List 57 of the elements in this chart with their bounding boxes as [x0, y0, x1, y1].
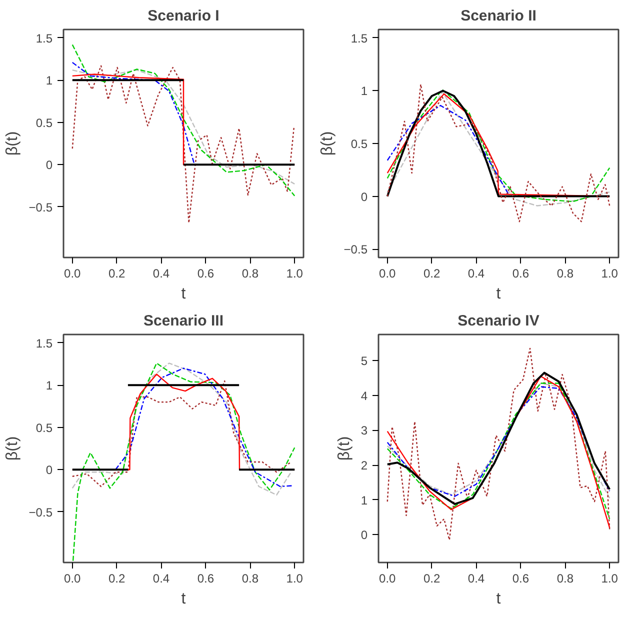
- x-tick-label: 0.4: [152, 266, 170, 280]
- x-tick-label: 0.8: [242, 266, 259, 280]
- y-tick-label: 0.5: [350, 137, 368, 151]
- x-tick-label: 0.4: [468, 266, 485, 280]
- x-tick-label: 0.0: [64, 266, 82, 280]
- chart-title: Scenario IV: [458, 312, 540, 330]
- x-tick-label: 0.2: [108, 572, 126, 586]
- y-tick-label: 2: [360, 458, 368, 473]
- x-axis-title: t: [496, 590, 502, 608]
- chart-title: Scenario I: [148, 8, 220, 24]
- y-tick-label: 1: [360, 493, 368, 508]
- y-tick-label: 0: [46, 463, 53, 478]
- y-tick-label: 1.5: [36, 31, 53, 46]
- x-tick-label: 0.2: [423, 266, 440, 280]
- x-tick-label: 1.0: [286, 572, 304, 586]
- x-axis-title: t: [181, 590, 186, 608]
- y-tick-label: 0: [46, 158, 53, 172]
- x-tick-label: 0.0: [379, 572, 396, 586]
- y-tick-label: 0: [360, 190, 368, 204]
- x-axis-title: t: [496, 286, 502, 302]
- y-tick-label: 1: [46, 74, 53, 88]
- x-tick-label: 0.8: [556, 266, 574, 280]
- y-tick-label: 1.5: [350, 31, 368, 46]
- x-tick-label: 0.8: [556, 572, 574, 586]
- x-tick-label: 0.0: [64, 572, 82, 586]
- x-tick-label: 0.0: [379, 266, 396, 280]
- y-tick-label: 1: [46, 378, 53, 393]
- y-tick-label: 1: [360, 84, 368, 98]
- x-tick-label: 0.8: [242, 572, 259, 586]
- y-tick-label: 0: [360, 528, 368, 542]
- y-tick-label: 0.5: [36, 420, 53, 435]
- y-axis-title: β(t): [318, 131, 336, 156]
- y-tick-label: 3: [360, 424, 368, 438]
- y-tick-label: 5: [360, 354, 368, 368]
- y-tick-label: −0.5: [28, 505, 53, 520]
- y-axis-title: β(t): [4, 436, 21, 461]
- x-tick-label: 1.0: [601, 266, 618, 280]
- x-tick-label: 0.4: [468, 572, 485, 586]
- chart-title: Scenario II: [460, 8, 536, 24]
- x-tick-label: 1.0: [601, 572, 618, 586]
- y-tick-label: −0.5: [344, 242, 368, 257]
- x-tick-label: 0.2: [108, 266, 126, 280]
- y-tick-label: 4: [360, 388, 368, 403]
- y-tick-label: −0.5: [28, 200, 53, 214]
- x-tick-label: 0.6: [197, 572, 214, 586]
- y-axis-title: β(t): [4, 131, 21, 156]
- x-tick-label: 0.6: [512, 572, 530, 586]
- chart-title: Scenario III: [143, 312, 224, 330]
- x-tick-label: 0.2: [423, 572, 440, 586]
- x-tick-label: 1.0: [286, 266, 304, 280]
- y-axis-title: β(t): [336, 436, 353, 461]
- x-tick-label: 0.4: [152, 572, 170, 586]
- x-tick-label: 0.6: [512, 266, 530, 280]
- y-tick-label: 0.5: [36, 116, 53, 130]
- x-axis-title: t: [181, 286, 186, 302]
- x-tick-label: 0.6: [197, 266, 214, 280]
- y-tick-label: 1.5: [36, 336, 53, 350]
